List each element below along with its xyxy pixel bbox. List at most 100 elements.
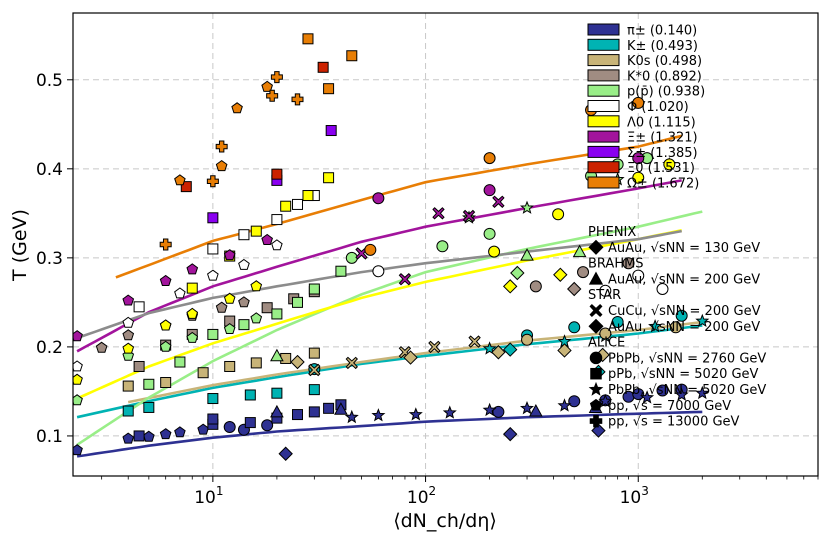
point-Ks0-square [224,360,236,372]
point-Xi-pentagon [261,233,273,245]
point-Omega-plus [291,93,304,106]
point-pi-star [482,402,497,417]
point-Phi-pentagon [207,269,219,281]
legend-label-pi: π± (0.140) [627,24,697,39]
point-p-pentagon [73,394,83,406]
point-K-circle [568,321,581,334]
y-tick-label: 0.3 [36,249,63,269]
point-Ks0-square [250,357,262,369]
point-pi-triangle [529,403,543,417]
point-p-circle [345,251,358,264]
legend-label-Omega: Ω± (1.672) [627,177,699,192]
point-Lambda-circle [663,158,676,171]
point-Omega-square [346,50,358,62]
x-tick-label: 101 [194,484,223,508]
point-Phi-circle [656,283,669,296]
legend-marker-x [589,304,603,317]
point-pi-circle [656,384,669,397]
point-Omega-pentagon [261,80,273,92]
legend-marker-triangle [588,271,604,285]
point-K-star [648,319,663,333]
point-pi-diamond [502,426,518,442]
point-Lambda-square [302,190,314,202]
point-Xi0-square [180,181,192,193]
point-pi-square [292,409,304,421]
point-p-star [519,200,534,214]
legend-swatch-Sigma [587,145,620,158]
point-p-diamond [510,265,525,281]
point-Xi-pentagon [122,294,135,306]
point-pi-pentagon [159,428,172,440]
point-Kstar-pentagon [95,341,108,353]
legend-experiment-entry: PbPb, √sNN = 5020 GeV [608,383,766,398]
legend-marker-plus [589,414,603,428]
y-tick-label: 0.2 [36,338,63,358]
point-Lambda-circle [488,245,501,258]
x-axis-ticks: 101102103104 [101,476,819,508]
legend-swatch-Lambda [587,115,620,128]
point-K-star [482,341,497,355]
legend-swatch-Xi0 [587,161,620,174]
point-pi-star [639,390,655,404]
legend-label-Xi0: Ξ0 (1.531) [627,161,695,176]
point-Phi-square [133,301,145,313]
point-Lambda-circle [552,208,565,221]
point-p-pentagon [159,340,172,352]
point-Ks0-circle [669,321,682,334]
point-K-star [695,313,710,327]
y-tick-label: 0.5 [36,71,63,91]
point-K-square [143,401,155,413]
point-Phi-pentagon [73,360,83,372]
point-Ks0-circle [599,327,612,340]
point-p-square [308,283,320,295]
point-Lambda-pentagon [250,280,263,292]
point-Omega-square [302,33,314,45]
point-Phi-square [207,243,219,255]
point-Xi-circle [483,184,496,197]
legend-experiment-entry: pPb, √sNN = 5020 GeV [608,367,759,382]
point-Omega-plus [159,238,172,251]
point-K-square [308,384,320,396]
point-pi-diamond [278,446,293,461]
legend-label-Kstar: K*0 (0.892) [627,69,702,84]
point-Ks0-square [280,352,292,364]
point-p-square [292,296,304,308]
point-Kstar-square [261,302,273,314]
point-p-square [207,328,219,340]
point-Lambda-diamond [502,279,518,294]
point-pi-square [133,430,145,442]
point-Lambda-square [280,200,292,212]
point-K-square [244,389,256,401]
point-Lambda-square [186,282,198,294]
point-pi-star [598,393,613,408]
point-pi-star [371,408,386,422]
point-Phi-square [238,229,250,241]
point-Lambda-pentagon [223,292,236,304]
legend-label-Xi: Ξ± (1.321) [627,131,698,146]
point-pi-star [695,385,710,400]
fit-curve-Xi [76,179,682,353]
point-Phi-square [271,214,283,226]
point-pi-star [519,400,534,415]
fit-curve-pi [76,410,703,458]
point-pi-circle [568,395,581,408]
y-tick-label: 0.1 [36,427,63,447]
y-axis-title: T (GeV) [9,209,31,282]
point-Omega-plus [215,140,228,153]
legend-label-Phi: Φ (1.020) [627,100,689,115]
point-K-diamond [502,342,518,357]
point-pi-star [674,387,689,401]
point-p-square [238,319,250,331]
point-Lambda-circle [632,171,645,184]
point-Lambda-square [250,225,262,237]
point-Kstar-circle [577,266,590,279]
point-K-circle [675,309,688,322]
legend-label-Lambda: Λ0 (1.115) [627,115,696,130]
point-Lambda-pentagon [122,342,135,354]
point-Xi-circle [372,192,385,205]
point-Omega-plus [206,175,219,188]
legend-marker-square [590,367,602,380]
legend-experiment-header: ALICE [588,336,625,351]
point-Phi-circle [632,269,645,282]
